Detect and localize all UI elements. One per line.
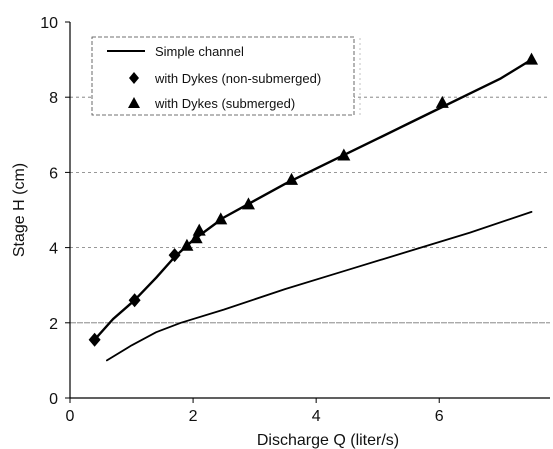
point-diamond-2 <box>168 248 181 263</box>
y-tick-label-4: 4 <box>49 241 58 258</box>
x-ticks: 0 2 4 6 <box>66 398 444 425</box>
y-ticks: 0 2 4 6 8 10 <box>40 15 70 408</box>
x-tick-label-2: 2 <box>189 408 198 425</box>
y-axis-label: Stage H (cm) <box>11 163 28 257</box>
axes <box>69 22 550 399</box>
legend-label-non-submerged: with Dykes (non-submerged) <box>154 71 321 86</box>
point-triangle-1 <box>189 231 203 244</box>
point-triangle-3 <box>214 212 228 225</box>
legend-label-submerged: with Dykes (submerged) <box>154 96 295 111</box>
legend-marker-diamond <box>129 72 139 84</box>
y-tick-label-6: 6 <box>49 165 58 182</box>
point-triangle-2 <box>192 223 206 236</box>
y-tick-label-10: 10 <box>40 15 58 32</box>
point-diamond-1 <box>128 293 141 308</box>
y-tick-label-0: 0 <box>49 391 58 408</box>
x-tick-label-4: 4 <box>312 408 321 425</box>
legend-label-simple-channel: Simple channel <box>155 44 244 59</box>
series-layer <box>88 52 539 362</box>
point-triangle-4 <box>241 197 255 210</box>
x-tick-label-0: 0 <box>66 408 75 425</box>
y-tick-label-8: 8 <box>49 90 58 107</box>
point-diamond-0 <box>88 332 101 347</box>
x-axis-label: Discharge Q (liter/s) <box>257 432 399 449</box>
legend-marker-triangle <box>128 97 140 108</box>
point-triangle-0 <box>180 238 194 251</box>
point-triangle-8 <box>525 52 539 65</box>
x-tick-label-6: 6 <box>435 408 444 425</box>
y-tick-label-2: 2 <box>49 316 58 333</box>
series-line-0 <box>106 211 533 362</box>
point-triangle-6 <box>337 148 351 161</box>
point-triangle-7 <box>435 95 449 108</box>
point-triangle-5 <box>285 172 299 185</box>
legend: Simple channel with Dykes (non-submerged… <box>91 36 355 116</box>
series-line-3 <box>93 58 533 341</box>
